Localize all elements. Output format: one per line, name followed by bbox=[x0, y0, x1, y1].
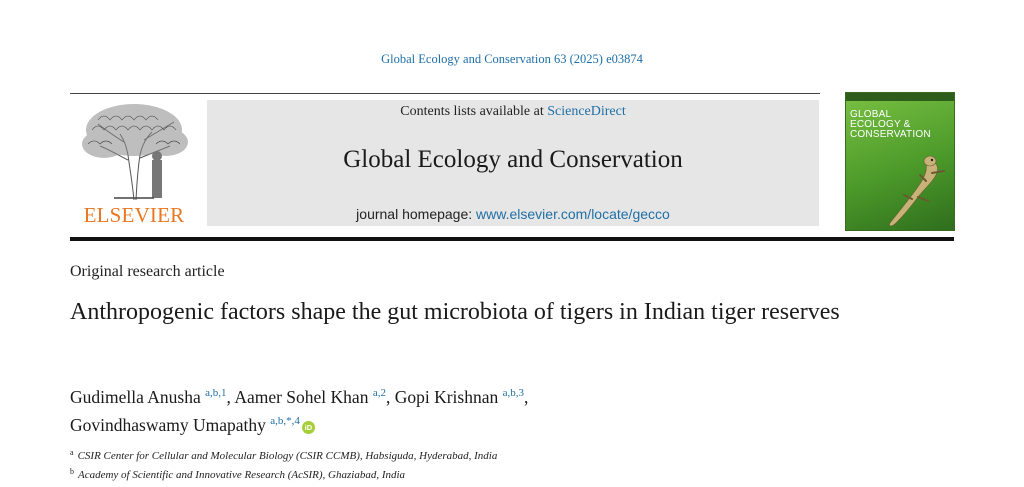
author-separator: , bbox=[385, 387, 395, 407]
journal-title[interactable]: Global Ecology and Conservation bbox=[343, 146, 683, 173]
author-name[interactable]: Gudimella Anusha bbox=[70, 387, 201, 407]
author-name[interactable]: Gopi Krishnan bbox=[394, 387, 499, 407]
contents-prefix: Contents lists available at bbox=[400, 104, 544, 119]
affiliations: a CSIR Center for Cellular and Molecular … bbox=[70, 445, 870, 483]
affiliation-text: CSIR Center for Cellular and Molecular B… bbox=[77, 450, 498, 462]
author-separator: , bbox=[524, 387, 529, 407]
author-affiliation-sup[interactable]: a,b,*,4 bbox=[270, 415, 300, 427]
affiliation-key: a bbox=[70, 448, 74, 457]
cover-title-line: GLOBAL bbox=[850, 109, 892, 120]
author-separator: , bbox=[226, 387, 235, 407]
author-name[interactable]: Aamer Sohel Khan bbox=[234, 387, 369, 407]
author-list: Gudimella Anusha a,b,1, Aamer Sohel Khan… bbox=[70, 381, 870, 437]
cover-top-strip bbox=[846, 93, 954, 101]
author-affiliation-sup[interactable]: a,2 bbox=[372, 387, 386, 399]
header-top-rule bbox=[70, 93, 820, 94]
elsevier-wordmark: ELSEVIER bbox=[83, 203, 185, 227]
affiliation-item: a CSIR Center for Cellular and Molecular … bbox=[70, 445, 870, 464]
gecko-cover-icon bbox=[889, 155, 945, 227]
author-name[interactable]: Govindhaswamy Umapathy bbox=[70, 415, 266, 435]
journal-citation[interactable]: Global Ecology and Conservation 63 (2025… bbox=[381, 52, 643, 66]
affiliation-item: b Academy of Scientific and Innovative Re… bbox=[70, 464, 870, 483]
journal-homepage-link[interactable]: www.elsevier.com/locate/gecco bbox=[476, 206, 670, 222]
elsevier-tree-logo-icon bbox=[82, 104, 188, 201]
cover-title: GLOBAL ECOLOGY & CONSERVATION bbox=[850, 110, 950, 140]
article-type: Original research article bbox=[70, 263, 225, 280]
affiliation-text: Academy of Scientific and Innovative Res… bbox=[78, 469, 406, 481]
header-thick-rule bbox=[70, 237, 954, 241]
affiliation-key: b bbox=[70, 467, 74, 476]
author-affiliation-sup[interactable]: a,b,1 bbox=[205, 387, 227, 399]
sciencedirect-link[interactable]: ScienceDirect bbox=[547, 104, 626, 119]
contents-line: Contents lists available at ScienceDirec… bbox=[207, 104, 819, 120]
homepage-line: journal homepage: www.elsevier.com/locat… bbox=[207, 206, 819, 222]
cover-title-line: CONSERVATION bbox=[850, 129, 931, 140]
journal-cover[interactable]: GLOBAL ECOLOGY & CONSERVATION bbox=[845, 92, 955, 231]
cover-title-line: ECOLOGY & bbox=[850, 119, 911, 130]
journal-masthead: Contents lists available at ScienceDirec… bbox=[207, 100, 819, 226]
article-title: Anthropogenic factors shape the gut micr… bbox=[70, 299, 840, 325]
author-affiliation-sup[interactable]: a,b,3 bbox=[502, 387, 525, 399]
elsevier-logo[interactable]: ELSEVIER bbox=[70, 100, 198, 228]
orcid-icon[interactable]: iD bbox=[301, 421, 315, 434]
homepage-prefix: journal homepage: bbox=[356, 206, 473, 222]
